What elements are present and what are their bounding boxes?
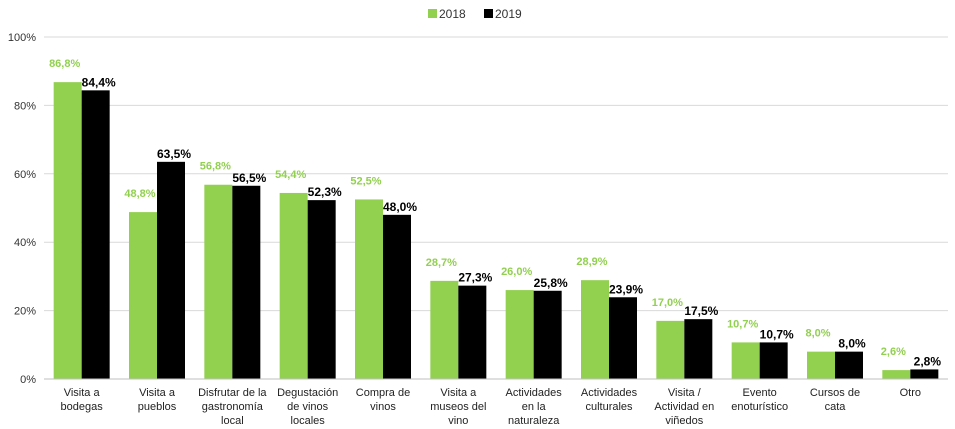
data-label-2018: 48,8% [124,188,155,200]
data-label-2019: 8,0% [838,337,866,351]
category-label: Evento enoturístico [731,387,788,413]
data-labels: 86,8%84,4% 48,8% 63,5% 56,8%56,5% 54,4%52,3%… [49,58,941,368]
bar-2019 [759,342,788,379]
data-label-2018: 10,7% [727,318,758,330]
bar-2019 [383,214,411,379]
category-label: Actividades en la naturaleza [506,387,563,427]
legend-swatch-2019 [484,9,493,18]
category-label: Visita a pueblos [138,387,177,413]
data-label-2018: 8,0% [805,328,830,340]
data-label-2018: 56,8% [200,161,231,173]
legend: 2018 2019 [428,7,522,21]
y-tick-label: 0% [20,374,36,386]
bar-2018 [355,199,383,379]
data-label-2018: 26,0% [501,266,532,278]
bar-2018 [204,184,233,379]
y-axis-ticks: 0% 20% 40% 60% 80% 100% [8,32,36,386]
bar-2018 [807,351,835,379]
bar-2018 [505,290,534,379]
data-label-2018: 54,4% [275,169,306,181]
bar-2019 [533,290,562,379]
y-tick-label: 60% [14,169,36,181]
category-label: Visita / Actividad en viñedos [654,387,714,427]
data-label-2019: 23,9% [609,282,643,296]
bar-2019 [307,200,336,379]
category-label: Otro [900,387,921,399]
legend-label-2018: 2018 [439,7,466,21]
category-label: Visita a museos del vino [430,387,486,427]
bar-2018 [53,82,82,380]
data-label-2019: 27,3% [458,271,492,285]
bar-2019 [684,319,713,379]
bars [53,82,939,380]
category-label: Visita a bodegas [61,387,104,413]
y-tick-label: 20% [14,306,36,318]
gridlines [44,36,948,312]
category-label: Cursos de cata [810,387,860,413]
category-label: Actividades culturales [581,387,638,413]
y-tick-label: 40% [14,237,36,249]
bar-2018 [430,280,459,379]
bar-2019 [609,297,637,379]
bar-2019 [232,185,261,379]
legend-swatch-2018 [428,9,437,18]
data-label-2019: 63,5% [157,147,191,161]
bar-2018 [656,320,685,379]
category-label: Compra de vinos [356,387,410,413]
bar-2019 [157,161,185,379]
bar-2019 [835,351,863,379]
data-label-2019: 17,5% [684,304,718,318]
data-label-2018: 17,0% [652,297,683,309]
data-label-2019: 2,8% [914,354,942,368]
data-label-2018: 52,5% [350,175,381,187]
data-label-2019: 84,4% [82,75,116,89]
y-tick-label: 80% [14,100,36,112]
category-label: Disfrutar de la gastronomía local [198,387,267,427]
data-label-2019: 48,0% [383,200,417,214]
bar-2018 [279,192,308,379]
data-label-2018: 28,9% [576,256,607,268]
legend-label-2019: 2019 [495,7,522,21]
bar-2019 [81,90,110,380]
bar-2018 [581,280,609,379]
category-labels: Visita a bodegas Visita a pueblos Disfrutar … [61,387,921,427]
bar-2019 [458,285,487,379]
data-label-2018: 28,7% [426,257,457,269]
data-label-2019: 52,3% [308,185,342,199]
data-label-2018: 86,8% [49,58,80,70]
bar-2019 [910,369,939,379]
bar-2018 [129,212,157,379]
category-label: Degustación de vinos locales [277,387,338,427]
bar-2018 [882,370,911,379]
data-label-2018: 2,6% [881,346,906,358]
data-label-2019: 25,8% [534,276,568,290]
bar-2018 [731,342,760,379]
y-tick-label: 100% [8,32,36,44]
data-label-2019: 56,5% [232,171,266,185]
data-label-2019: 10,7% [760,327,794,341]
